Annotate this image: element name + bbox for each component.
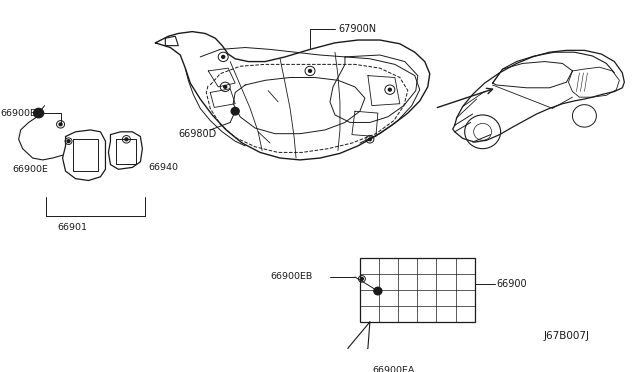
Text: 66900EA: 66900EA	[372, 366, 414, 372]
Circle shape	[374, 287, 382, 295]
Text: 66900EB: 66900EB	[270, 272, 312, 282]
Text: 66901: 66901	[58, 223, 88, 232]
Circle shape	[59, 123, 62, 126]
Text: 66980D: 66980D	[179, 129, 216, 139]
Circle shape	[351, 357, 359, 365]
Circle shape	[224, 86, 227, 88]
Text: 67900N: 67900N	[338, 24, 376, 34]
Circle shape	[360, 278, 364, 280]
Text: J67B007J: J67B007J	[543, 331, 589, 341]
Circle shape	[388, 88, 391, 91]
Text: 66900EB: 66900EB	[1, 109, 43, 118]
Text: 66900: 66900	[497, 279, 527, 289]
Circle shape	[369, 138, 371, 141]
Circle shape	[231, 108, 239, 115]
Circle shape	[67, 140, 70, 142]
Circle shape	[34, 108, 44, 118]
Text: 66900E: 66900E	[13, 165, 49, 174]
Circle shape	[308, 70, 312, 72]
Circle shape	[125, 138, 128, 141]
Text: 66940: 66940	[148, 163, 179, 172]
Circle shape	[221, 55, 225, 58]
